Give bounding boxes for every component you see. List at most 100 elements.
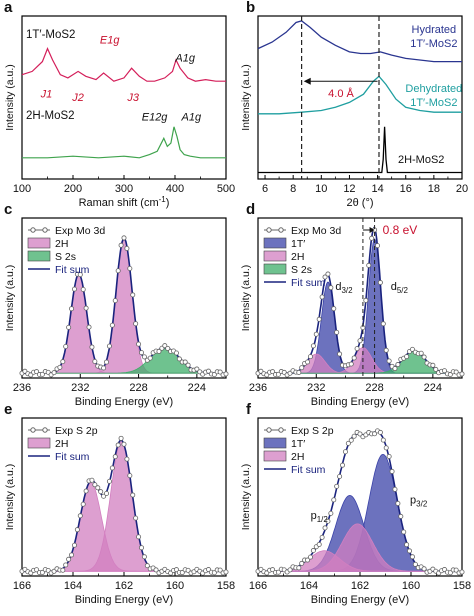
legend-entry: Fit sum: [264, 464, 326, 476]
exp-data-point: [77, 513, 83, 519]
legend-swatch: [263, 450, 287, 462]
peak-annotation-d52: d5/2: [391, 281, 409, 295]
exp-data-point: [83, 488, 89, 494]
exp-data-point: [447, 570, 453, 576]
x-tick-label: 164: [300, 580, 318, 592]
legend-label: 1T′: [291, 238, 305, 250]
exp-data-point: [121, 441, 127, 447]
legend-entry: Exp S 2p: [28, 425, 98, 437]
panel-e: e 166 164 162 160 158 Intensity (a.u.) Binding …: [4, 401, 235, 606]
legend-entry: 2H: [263, 250, 304, 263]
legend-exp-marker: [42, 227, 48, 233]
exp-data-point: [421, 566, 427, 572]
legend-entry: S 2s: [27, 250, 76, 263]
legend-entry: 2H: [27, 237, 68, 250]
exp-data-point: [109, 322, 115, 328]
panel-label: f: [246, 401, 252, 418]
legend-swatch: [27, 237, 51, 249]
exp-data-point: [217, 567, 223, 573]
exp-data-point: [95, 485, 101, 491]
peak-annotation: J3: [126, 92, 140, 104]
x-tick-label: 500: [217, 183, 235, 195]
exp-data-point: [319, 534, 325, 540]
exp-data-point: [66, 324, 72, 330]
x-tick-label: 228: [129, 382, 147, 394]
exp-data-point: [133, 321, 139, 327]
exp-data-point: [92, 482, 98, 488]
exp-data-point: [453, 567, 459, 573]
exp-data-point: [112, 298, 118, 304]
x-tick-label: 162: [351, 580, 369, 592]
series-label-2h: 2H-MoS2: [26, 110, 75, 122]
exp-data-point: [86, 324, 92, 330]
exp-data-point: [345, 440, 351, 446]
legend-swatch: [263, 250, 287, 262]
exp-data-point: [130, 492, 136, 498]
x-tick-label: 400: [166, 183, 184, 195]
legend-exp-marker: [278, 427, 284, 433]
exp-data-point: [351, 355, 357, 361]
exp-data-point: [141, 354, 147, 360]
x-axis-label: Raman shift (cm-1): [79, 195, 170, 209]
legend-swatch: [27, 250, 51, 262]
exp-data-point: [63, 344, 69, 350]
legend-label: Fit sum: [55, 264, 90, 276]
legend-label: S 2s: [291, 264, 312, 276]
legend-exp-marker: [30, 227, 36, 233]
exp-data-point: [270, 369, 276, 375]
x-axis-label: 2θ (°): [346, 197, 373, 209]
x-tick-label: 100: [13, 183, 31, 195]
exp-data-point: [39, 569, 45, 575]
exp-data-point: [60, 359, 66, 365]
exp-data-point: [127, 473, 133, 479]
exp-data-point: [363, 297, 369, 303]
exp-data-point: [118, 242, 124, 248]
exp-data-point: [194, 366, 200, 372]
exp-data-point: [89, 477, 95, 483]
legend-label: 2H: [55, 438, 68, 450]
exp-data-point: [182, 359, 188, 365]
exp-data-point: [179, 570, 185, 576]
peak-annotation: J1: [40, 89, 53, 101]
exp-data-point: [442, 368, 448, 374]
exp-data-point: [328, 510, 334, 516]
x-axis-label: Binding Energy (eV): [75, 594, 173, 606]
x-tick-label: 224: [424, 382, 442, 394]
exp-data-point: [398, 513, 404, 519]
exp-data-point: [83, 305, 89, 311]
legend-swatch: [263, 437, 287, 449]
exp-data-point: [296, 565, 302, 571]
legend-exp-marker: [266, 427, 272, 433]
exp-data-point: [63, 562, 69, 568]
x-axis-label: Binding Energy (eV): [311, 594, 409, 606]
x-tick-label: 158: [217, 580, 235, 592]
exp-data-point: [136, 534, 142, 540]
series-label: 2H-MoS2: [398, 154, 444, 166]
panel-c: c 236 232 228 224 Intensity (a.u.) Binding Ene…: [4, 201, 229, 408]
exp-data-point: [185, 362, 191, 368]
exp-data-point: [71, 542, 77, 548]
peak-annotation: J2: [71, 92, 84, 104]
exp-data-point: [409, 554, 415, 560]
panel-a: a 100 200 300 400 500 Intensity (a.u.) Raman sh…: [4, 0, 235, 209]
y-axis-label: Intensity (a.u.): [4, 265, 16, 332]
exp-data-point: [331, 306, 337, 312]
x-axis-label: Binding Energy (eV): [311, 396, 409, 408]
x-tick-label: 16: [400, 183, 412, 195]
exp-data-point: [328, 285, 334, 291]
exp-data-point: [109, 465, 115, 471]
exp-data-point: [392, 366, 398, 372]
y-axis-label: Intensity (a.u.): [240, 265, 252, 332]
exp-data-point: [409, 346, 415, 352]
shift-arrow-head: [369, 227, 375, 233]
shift-annotation: 4.0 Å: [328, 87, 354, 100]
y-axis-label: Intensity (a.u.): [240, 64, 252, 131]
panel-d: d 236 232 228 224 Intensity (a.u.) Binding Ene…: [240, 201, 465, 408]
peak-annotation: A1g: [181, 111, 202, 123]
exp-data-point: [162, 343, 168, 349]
x-tick-label: 232: [307, 382, 325, 394]
x-tick-label: 160: [402, 580, 420, 592]
exp-data-point: [325, 271, 331, 277]
exp-data-point: [106, 343, 112, 349]
legend-label: Exp S 2p: [291, 425, 334, 437]
